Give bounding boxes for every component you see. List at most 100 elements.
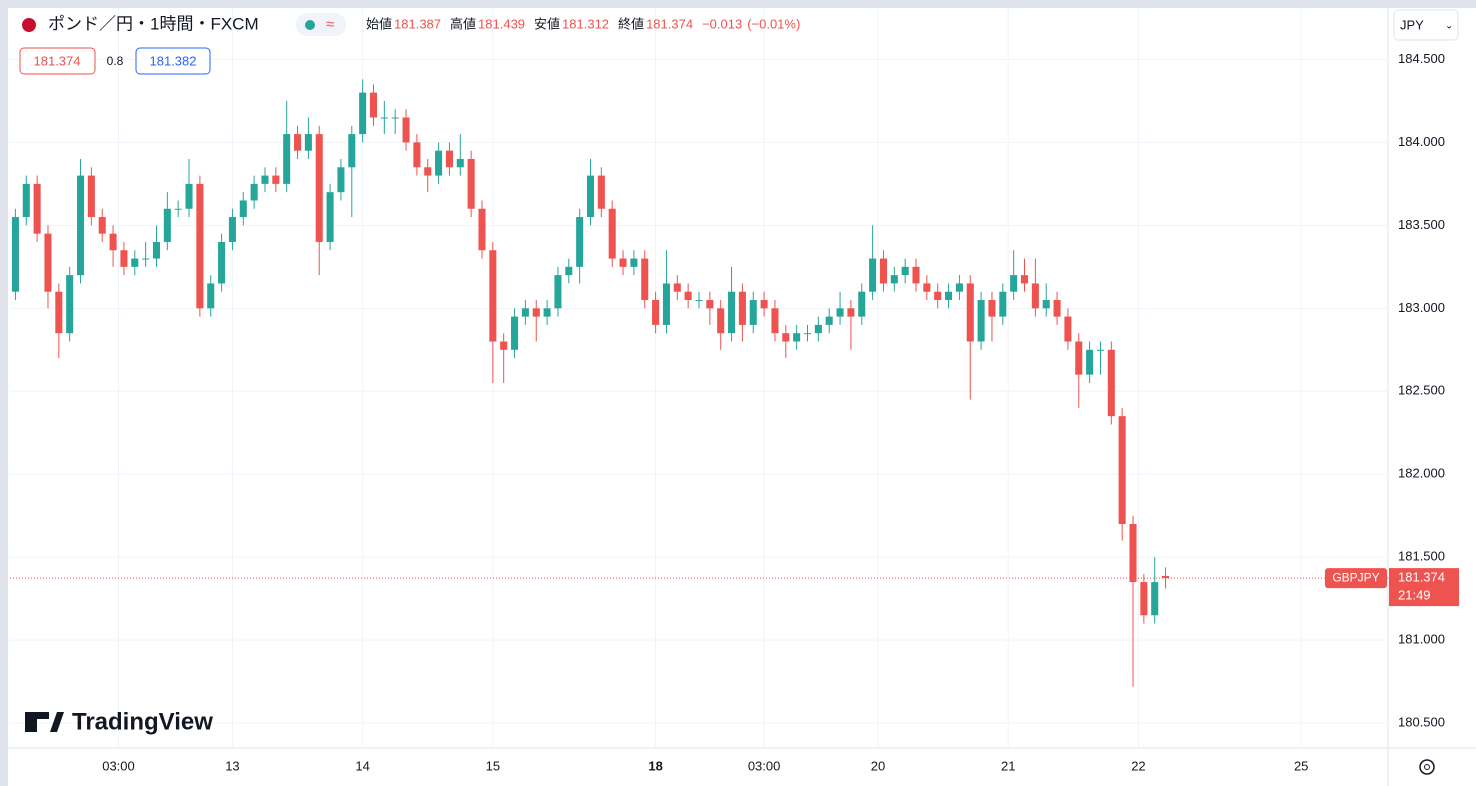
y-tick-label: 181.000 bbox=[1398, 632, 1445, 647]
candle-body bbox=[467, 158, 475, 209]
candle-body bbox=[294, 134, 302, 151]
candle-body bbox=[402, 117, 410, 143]
candle-body bbox=[55, 291, 63, 334]
candle-body bbox=[934, 291, 942, 301]
status-icon: ≈ bbox=[326, 16, 334, 33]
candle-body bbox=[814, 324, 822, 334]
candle-body bbox=[662, 283, 670, 325]
candle-body bbox=[109, 233, 117, 251]
candle-body bbox=[380, 117, 388, 119]
candle-body bbox=[586, 175, 595, 218]
candle-body bbox=[131, 258, 139, 267]
candle-body bbox=[1118, 416, 1126, 525]
ohlc-value: 181.387 bbox=[394, 16, 441, 31]
candle-body bbox=[836, 308, 844, 317]
sell-box[interactable] bbox=[19, 47, 96, 75]
x-tick-label: 03:00 bbox=[102, 758, 135, 773]
candle-body bbox=[304, 134, 312, 151]
candle-body bbox=[87, 175, 95, 218]
currency-button[interactable] bbox=[1393, 9, 1459, 41]
candle-body bbox=[652, 300, 660, 325]
candle-body bbox=[695, 300, 703, 302]
candle-body bbox=[1020, 275, 1029, 284]
candle-body bbox=[999, 291, 1007, 317]
ohlc-value: 181.312 bbox=[562, 16, 609, 31]
last-price: 181.374 bbox=[1398, 570, 1445, 585]
brand-logo bbox=[25, 712, 64, 732]
candle-body bbox=[489, 250, 497, 342]
currency: JPY bbox=[1400, 17, 1424, 32]
candle-body bbox=[391, 117, 399, 119]
candle-body bbox=[185, 183, 193, 209]
ohlc-value: 181.374 bbox=[646, 16, 693, 31]
candle-body bbox=[706, 300, 714, 309]
symbol: GBPJPY bbox=[1332, 570, 1379, 584]
candle-body bbox=[641, 258, 649, 301]
status-pill[interactable] bbox=[296, 13, 346, 36]
candle-body bbox=[728, 291, 736, 334]
settings-icon[interactable] bbox=[1419, 759, 1435, 775]
candle-body bbox=[782, 333, 790, 342]
candle-body bbox=[424, 167, 432, 176]
candle-body bbox=[152, 241, 161, 259]
candle-body bbox=[445, 150, 453, 168]
candle-body bbox=[261, 175, 269, 184]
candle-body bbox=[630, 258, 638, 267]
candle-body bbox=[1140, 582, 1148, 616]
candle-body bbox=[1075, 341, 1083, 375]
candle-body bbox=[619, 258, 627, 267]
dropdown-arrow: ⌄ bbox=[1445, 21, 1453, 32]
candle-body bbox=[760, 300, 768, 309]
candle-body bbox=[945, 291, 953, 301]
y-tick-label: 183.500 bbox=[1398, 217, 1445, 232]
candle-body bbox=[576, 217, 584, 267]
candle-body bbox=[369, 92, 378, 118]
ohlc-value: 181.439 bbox=[478, 16, 525, 31]
candle-body bbox=[163, 208, 171, 242]
candle-body bbox=[543, 308, 551, 317]
y-tick-label: 184.000 bbox=[1398, 134, 1445, 149]
candle-body bbox=[1096, 349, 1104, 351]
price-tag bbox=[1389, 568, 1459, 607]
x-tick-label: 03:00 bbox=[748, 758, 781, 773]
candle-body bbox=[348, 134, 356, 168]
candle-body bbox=[532, 308, 540, 317]
candle-body bbox=[1042, 300, 1050, 309]
candle-body bbox=[955, 283, 963, 292]
candle-body bbox=[44, 233, 52, 292]
candle-body bbox=[218, 241, 226, 284]
candle-body bbox=[923, 283, 931, 292]
symbol-tag bbox=[1325, 568, 1387, 589]
candle-body bbox=[456, 158, 464, 168]
candle-body bbox=[966, 283, 974, 342]
y-tick-label: 182.500 bbox=[1398, 383, 1445, 398]
y-tick-label: 183.000 bbox=[1398, 300, 1445, 315]
candle-body bbox=[597, 175, 605, 209]
candle-body bbox=[1064, 316, 1072, 342]
x-tick-label: 21 bbox=[1001, 758, 1015, 773]
candle-body bbox=[1162, 575, 1170, 579]
candle-body bbox=[196, 183, 204, 309]
candle-body bbox=[511, 316, 519, 350]
y-tick-label: 181.500 bbox=[1398, 549, 1445, 564]
candle-body bbox=[1031, 283, 1039, 309]
ohlc-label: 安値 bbox=[534, 16, 560, 31]
candle-body bbox=[250, 183, 258, 201]
x-tick-label: 13 bbox=[225, 758, 239, 773]
candle-body bbox=[272, 175, 280, 184]
change: −0.013 bbox=[702, 16, 742, 31]
candle-body bbox=[66, 275, 74, 334]
buy-box[interactable] bbox=[135, 47, 211, 75]
brand: TradingView bbox=[72, 708, 213, 735]
candle-body bbox=[869, 258, 877, 292]
change-percent: (−0.01%) bbox=[747, 16, 800, 31]
candle-body bbox=[1086, 349, 1094, 375]
candle-body bbox=[901, 266, 909, 276]
ask: 181.382 bbox=[150, 53, 197, 68]
candle-body bbox=[673, 283, 681, 292]
candle-body bbox=[825, 316, 833, 325]
status-dot bbox=[305, 20, 315, 30]
candle-body bbox=[359, 92, 367, 135]
chart-title: ポンド／円・1時間・FXCM bbox=[48, 14, 259, 33]
